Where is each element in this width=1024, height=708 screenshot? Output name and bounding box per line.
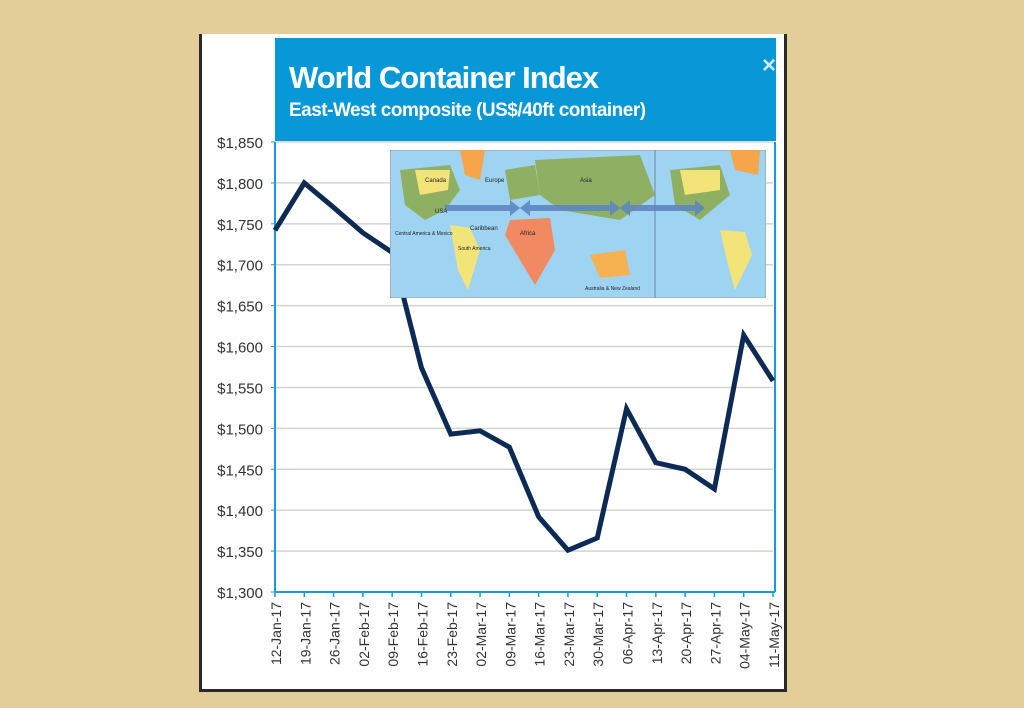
- y-tick-label: $1,550: [217, 380, 263, 397]
- map-label: Asia: [580, 178, 592, 184]
- map-label: Caribbean: [470, 226, 498, 232]
- x-tick-label: 30-Mar-17: [590, 602, 606, 667]
- y-tick-label: $1,500: [217, 421, 263, 438]
- x-tick-label: 12-Jan-17: [268, 602, 284, 665]
- y-tick-label: $1,450: [217, 462, 263, 479]
- x-tick-label: 13-Apr-17: [649, 602, 665, 664]
- world-map-image: Canada Europe Asia USA Caribbean Africa …: [390, 150, 766, 298]
- y-tick-label: $1,300: [217, 585, 263, 602]
- map-label: Africa: [520, 231, 536, 237]
- map-label: South America: [458, 246, 491, 252]
- map-label: USA: [435, 209, 447, 215]
- y-tick-label: $1,650: [217, 299, 263, 316]
- x-tick-label: 23-Mar-17: [561, 602, 577, 667]
- x-tick-label: 06-Apr-17: [620, 602, 636, 664]
- chart-subtitle: East-West composite (US$/40ft container): [289, 100, 646, 121]
- x-tick-label: 16-Mar-17: [532, 602, 548, 667]
- y-tick-label: $1,400: [217, 503, 263, 520]
- series-line: [272, 179, 776, 554]
- x-tick-label: 26-Jan-17: [327, 602, 343, 665]
- x-tick-label: 27-Apr-17: [707, 602, 723, 664]
- y-tick-label: $1,350: [217, 544, 263, 561]
- map-label: Central America & Mexico: [395, 231, 453, 237]
- title-banner: World Container Index East-West composit…: [275, 38, 776, 141]
- y-tick-label: $1,750: [217, 217, 263, 234]
- chart-title: World Container Index: [289, 60, 599, 95]
- map-label: Australia & New Zealand: [585, 286, 640, 292]
- y-tick-label: $1,850: [217, 135, 263, 152]
- y-tick-label: $1,600: [217, 340, 263, 357]
- x-tick-label: 16-Feb-17: [414, 602, 430, 667]
- x-tick-label: 23-Feb-17: [444, 602, 460, 667]
- x-tick-label: 04-May-17: [737, 602, 753, 669]
- map-label: Canada: [425, 178, 447, 184]
- map-label: Europe: [485, 178, 505, 184]
- x-tick-label: 09-Feb-17: [385, 602, 401, 667]
- y-tick-label: $1,700: [217, 258, 263, 275]
- x-tick-label: 19-Jan-17: [297, 602, 313, 665]
- x-tick-label: 02-Mar-17: [473, 602, 489, 667]
- x-tick-label: 09-Mar-17: [502, 602, 518, 667]
- chart-panel: [199, 34, 787, 692]
- y-tick-label: $1,800: [217, 176, 263, 193]
- x-tick-label: 20-Apr-17: [678, 602, 694, 664]
- x-tick-label: 02-Feb-17: [356, 602, 372, 667]
- x-tick-label: 11-May-17: [766, 602, 782, 668]
- close-icon[interactable]: ×: [761, 52, 776, 79]
